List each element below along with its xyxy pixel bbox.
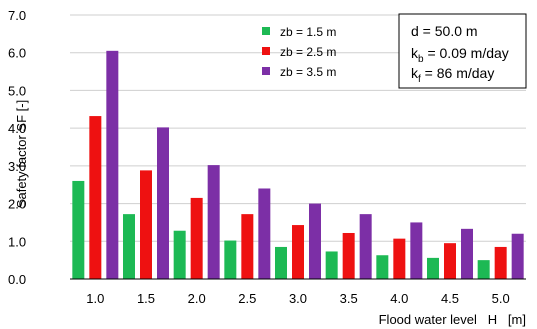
bar xyxy=(427,257,439,279)
x-tick-label: 3.5 xyxy=(340,291,358,306)
y-tick-label: 3.0 xyxy=(8,159,26,174)
bar xyxy=(190,197,203,279)
bar xyxy=(359,214,372,279)
legend: zb = 1.5 m zb = 2.5 m zb = 3.5 m xyxy=(262,25,336,79)
x-tick-label: 3.0 xyxy=(289,291,307,306)
bar xyxy=(72,180,85,279)
y-tick-label: 1.0 xyxy=(8,234,26,249)
bar xyxy=(444,243,456,279)
y-tick-label: 0.0 xyxy=(8,272,26,287)
y-tick-label: 5.0 xyxy=(8,83,26,98)
x-tick-label: 2.5 xyxy=(238,291,256,306)
bar xyxy=(224,240,237,279)
y-tick-labels: 0.0 1.0 2.0 3.0 4.0 5.0 6.0 7.0 xyxy=(8,8,26,287)
bar xyxy=(241,214,254,279)
bar xyxy=(275,246,287,279)
x-tick-label: 4.5 xyxy=(441,291,459,306)
bar xyxy=(157,127,169,279)
x-tick-label: 5.0 xyxy=(492,291,510,306)
bar xyxy=(393,238,406,279)
x-tick-labels: 1.0 1.5 2.0 2.5 3.0 3.5 4.0 4.5 5.0 xyxy=(86,291,509,306)
legend-swatch xyxy=(262,67,270,75)
y-axis-label: Safety factor SF [-] xyxy=(14,100,29,208)
legend-label: zb = 2.5 m xyxy=(280,45,336,59)
bar xyxy=(461,228,473,279)
bar xyxy=(309,203,321,279)
bar xyxy=(292,225,304,279)
legend-swatch xyxy=(262,27,270,35)
x-tick-label: 1.0 xyxy=(86,291,104,306)
bar xyxy=(342,232,355,279)
y-tick-label: 2.0 xyxy=(8,197,26,212)
x-tick-label: 1.5 xyxy=(137,291,155,306)
bar xyxy=(477,260,490,279)
bar xyxy=(494,246,507,279)
legend-swatch xyxy=(262,47,270,55)
y-tick-label: 7.0 xyxy=(8,8,26,23)
bar xyxy=(511,233,524,279)
bars-group xyxy=(72,50,524,280)
legend-label: zb = 3.5 m xyxy=(280,65,336,79)
bar xyxy=(123,214,135,279)
legend-label: zb = 1.5 m xyxy=(280,25,336,39)
info-line-kb: kb = 0.09 m/day xyxy=(411,45,509,65)
x-axis-label: Flood water level H [m] xyxy=(379,312,526,327)
bar xyxy=(207,165,220,279)
bar xyxy=(325,251,338,279)
info-box-border xyxy=(398,13,527,89)
bar xyxy=(258,188,271,279)
x-tick-label: 2.0 xyxy=(188,291,206,306)
y-tick-label: 6.0 xyxy=(8,46,26,61)
info-line-d: d = 50.0 m xyxy=(411,23,478,39)
bar xyxy=(173,230,186,279)
bar xyxy=(89,116,102,280)
bar xyxy=(140,170,152,279)
y-tick-label: 4.0 xyxy=(8,121,26,136)
info-line-kf: kf = 86 m/day xyxy=(411,65,494,85)
bar xyxy=(410,222,423,279)
bar xyxy=(376,255,389,279)
x-tick-label: 4.0 xyxy=(390,291,408,306)
info-box: d = 50.0 m kb = 0.09 m/day kf = 86 m/day xyxy=(398,13,527,89)
bar xyxy=(106,50,119,280)
